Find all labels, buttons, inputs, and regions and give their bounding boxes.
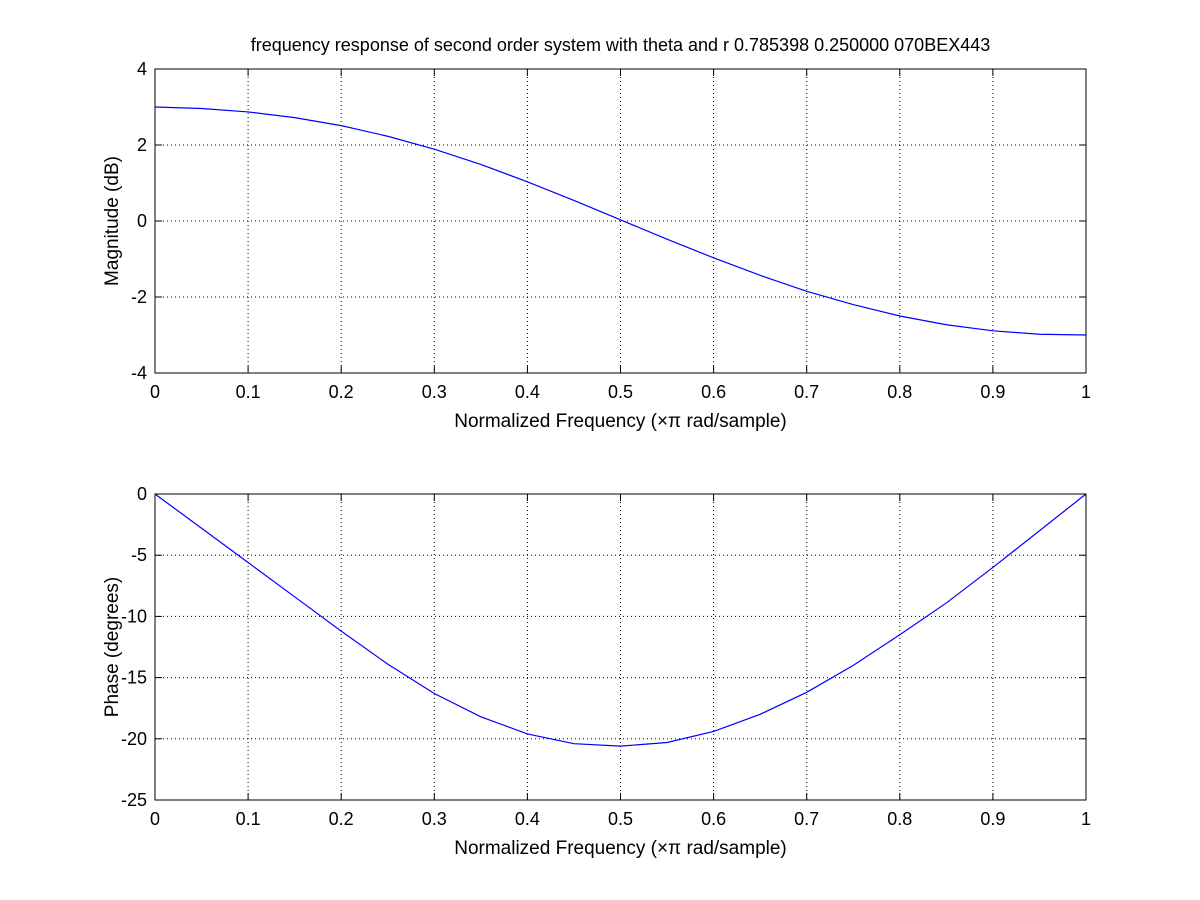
x-tick-label: 0.5 — [608, 809, 633, 829]
x-tick-label: 0.7 — [794, 382, 819, 402]
chart-title: frequency response of second order syste… — [251, 35, 991, 55]
y-tick-label: 0 — [137, 211, 147, 231]
x-tick-label: 0.2 — [329, 382, 354, 402]
x-tick-label: 0.3 — [422, 809, 447, 829]
series-line — [154, 493, 1087, 747]
x-tick-label: 0.9 — [980, 382, 1005, 402]
x-axis-label: Normalized Frequency (×π rad/sample) — [454, 411, 787, 432]
y-tick-label: -2 — [131, 287, 147, 307]
x-tick-label: 0.4 — [515, 382, 540, 402]
x-tick-label: 0 — [150, 382, 160, 402]
x-tick-label: 0.4 — [515, 809, 540, 829]
x-tick-label: 0.1 — [236, 382, 261, 402]
subplot-2: 0 0.1 0.2 0.3 0.4 0.5 0.6 0.7 0.8 0.9 1 -25 -20 -15 -1… — [102, 484, 1091, 859]
x-tick-label: 1 — [1081, 809, 1091, 829]
y-axis-label: Magnitude (dB) — [102, 156, 123, 286]
y-axis-label: Phase (degrees) — [102, 577, 123, 717]
y-tick-label: -25 — [121, 790, 147, 810]
x-tick-label: 0.5 — [608, 382, 633, 402]
y-tick-label: -5 — [131, 545, 147, 565]
y-tick-label: 2 — [137, 135, 147, 155]
y-tick-label: -15 — [121, 668, 147, 688]
x-axis-label: Normalized Frequency (×π rad/sample) — [454, 838, 787, 859]
y-tick-label: 0 — [137, 484, 147, 504]
x-tick-label: 0.2 — [329, 809, 354, 829]
y-tick-label: -4 — [131, 363, 147, 383]
y-tick-label: 4 — [137, 59, 147, 79]
y-tick-label: -20 — [121, 729, 147, 749]
x-tick-label: 0.6 — [701, 382, 726, 402]
x-tick-label: 0.8 — [887, 809, 912, 829]
x-tick-label: 0.6 — [701, 809, 726, 829]
x-tick-label: 0.7 — [794, 809, 819, 829]
x-tick-label: 0.9 — [980, 809, 1005, 829]
y-tick-label: -10 — [121, 606, 147, 626]
x-tick-label: 0.1 — [236, 809, 261, 829]
x-tick-label: 0.8 — [887, 382, 912, 402]
x-tick-label: 0.3 — [422, 382, 447, 402]
x-tick-label: 1 — [1081, 382, 1091, 402]
x-tick-label: 0 — [150, 809, 160, 829]
subplot-1: 0 0.1 0.2 0.3 0.4 0.5 0.6 0.7 0.8 0.9 1 -4 -2 0 2 4 Norm… — [102, 35, 1091, 432]
series-line — [154, 106, 1087, 336]
